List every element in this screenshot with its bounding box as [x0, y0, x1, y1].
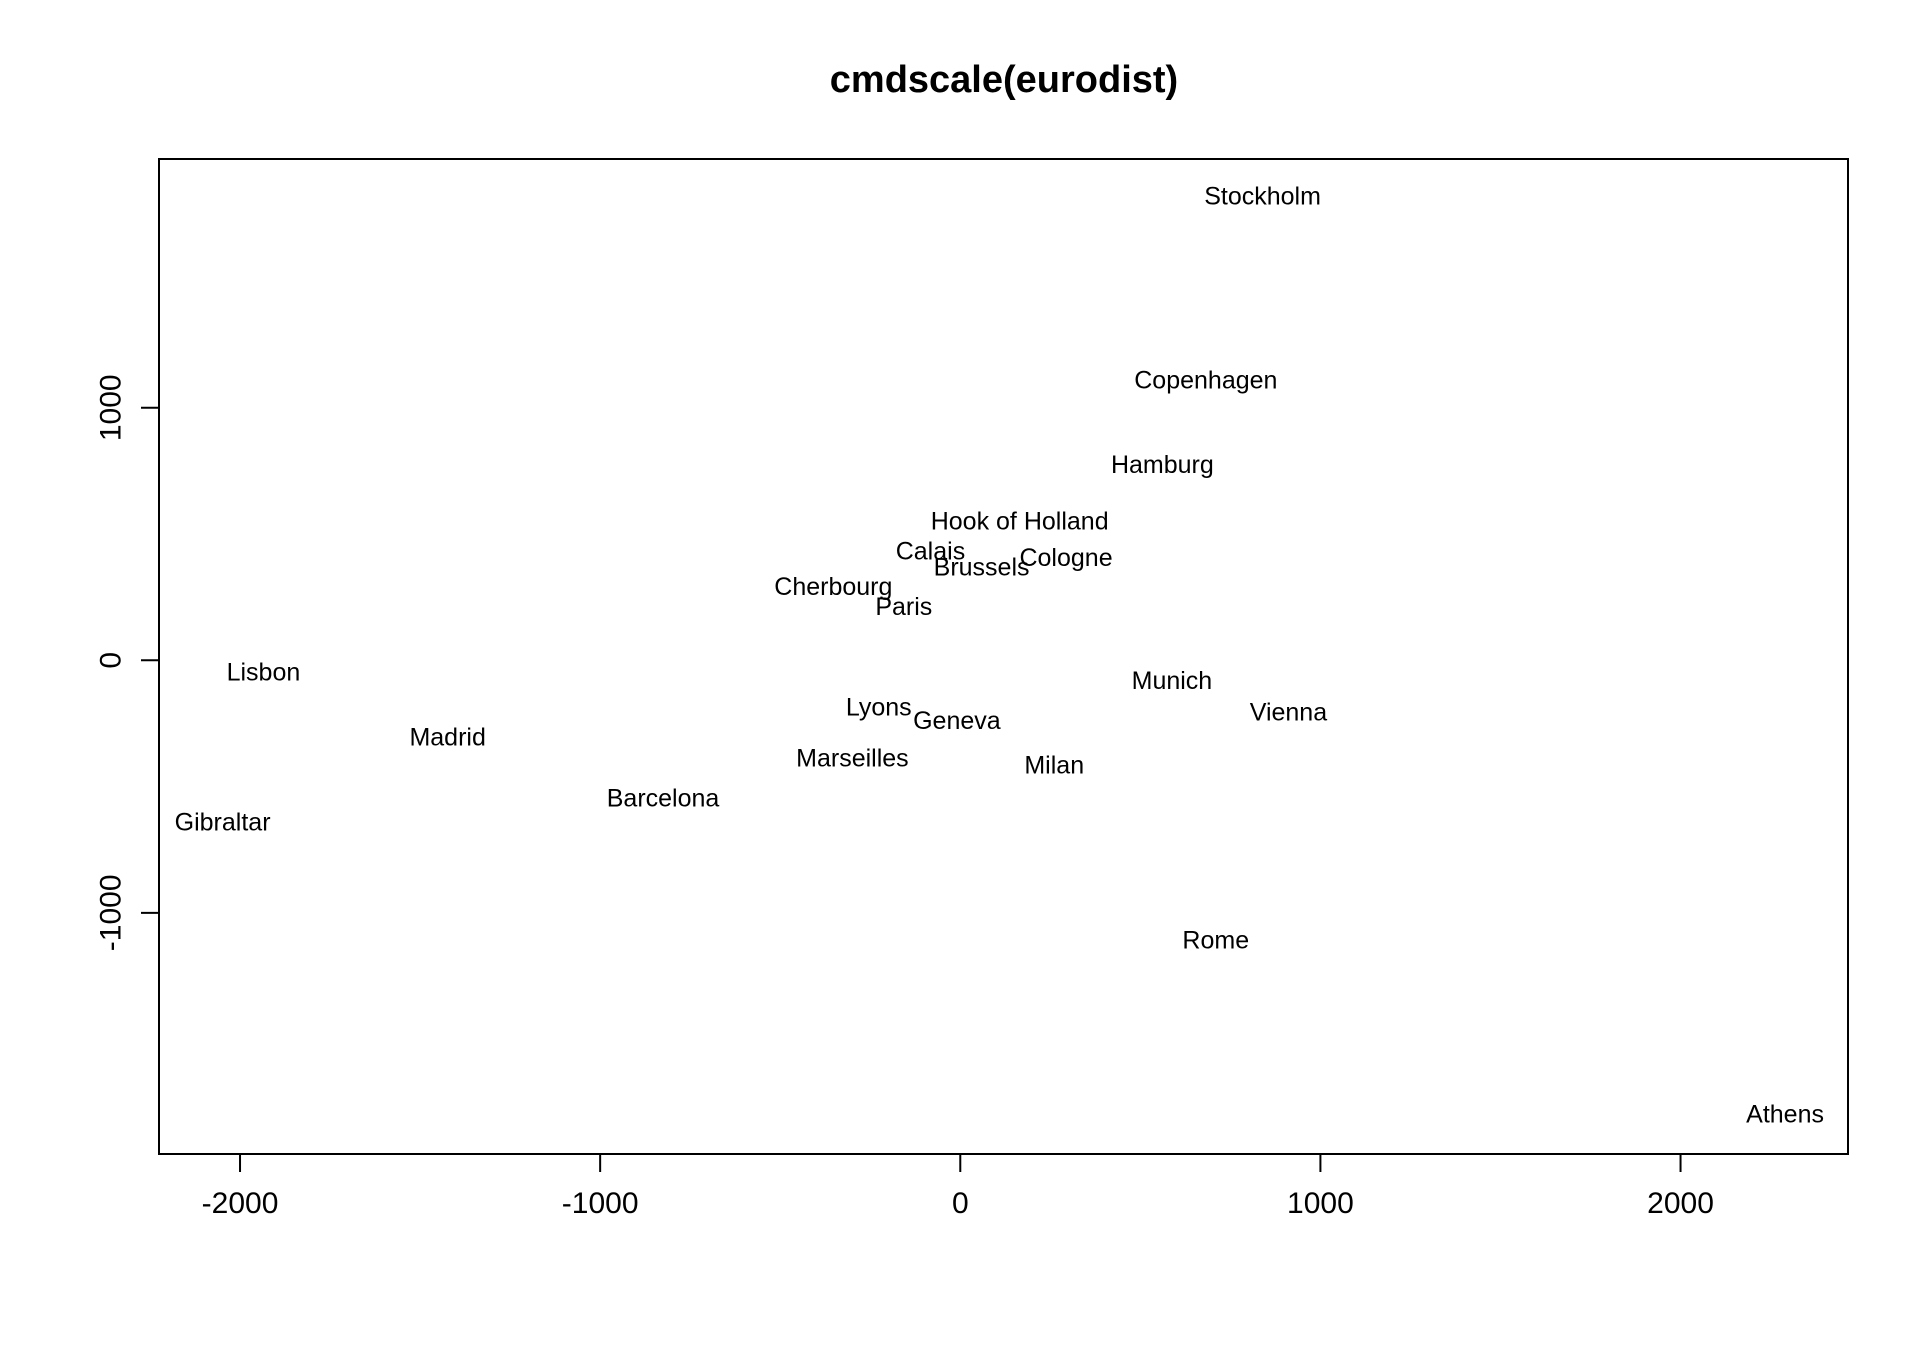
point-label: Hamburg [1111, 451, 1214, 479]
y-tick-label: 0 [95, 652, 128, 669]
point-label: Copenhagen [1134, 366, 1277, 394]
x-tick-label: -2000 [202, 1187, 279, 1220]
x-tick-label: 2000 [1647, 1187, 1714, 1220]
point-label: Madrid [409, 724, 485, 752]
point-label: Gibraltar [175, 809, 271, 837]
y-tick-label: 1000 [95, 374, 128, 441]
point-label: Marseilles [796, 744, 909, 772]
point-label: Lyons [846, 694, 912, 722]
point-label: Barcelona [607, 784, 720, 812]
x-axis: -2000 -1000 0 1000 2000 [202, 1153, 1714, 1220]
point-label: Brussels [934, 554, 1030, 582]
point-label: Rome [1182, 926, 1249, 954]
point-label: Geneva [913, 707, 1001, 735]
point-label: Munich [1132, 667, 1213, 695]
x-tick-label: 1000 [1287, 1187, 1354, 1220]
point-label: Paris [875, 593, 932, 621]
y-tick-label: -1000 [95, 874, 128, 951]
chart-title: cmdscale(eurodist) [830, 59, 1178, 101]
x-tick-label: 0 [952, 1187, 969, 1220]
point-label: Stockholm [1204, 182, 1321, 210]
point-label: Vienna [1250, 698, 1327, 726]
point-label: Hook of Holland [931, 508, 1109, 536]
x-tick-label: -1000 [562, 1187, 639, 1220]
y-axis: -1000 0 1000 [95, 374, 160, 951]
point-label: Cherbourg [774, 573, 892, 601]
point-label: Milan [1024, 752, 1084, 780]
point-label: Athens [1746, 1101, 1824, 1129]
point-label: Cologne [1019, 544, 1112, 572]
point-label: Calais [896, 538, 965, 566]
point-label: Lisbon [227, 659, 301, 687]
